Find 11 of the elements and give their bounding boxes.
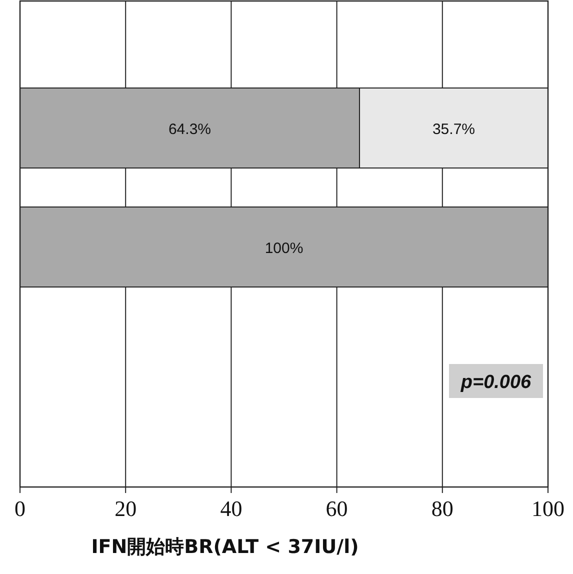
annotation: p=0.006 [460, 372, 532, 393]
x-tick-label: 20 [114, 496, 137, 521]
x-tick-label: 60 [326, 496, 348, 521]
x-tick-label: 100 [532, 496, 564, 521]
x-axis-title: IFN開始時BR(ALT < 37IU/l) [91, 536, 359, 558]
data-label: 100% [264, 240, 304, 257]
data-label: 64.3% [168, 121, 212, 138]
x-tick-label: 0 [14, 496, 26, 521]
x-tick-label: 40 [220, 496, 242, 521]
data-label: 35.7% [432, 121, 476, 138]
x-tick-label: 80 [431, 496, 454, 521]
